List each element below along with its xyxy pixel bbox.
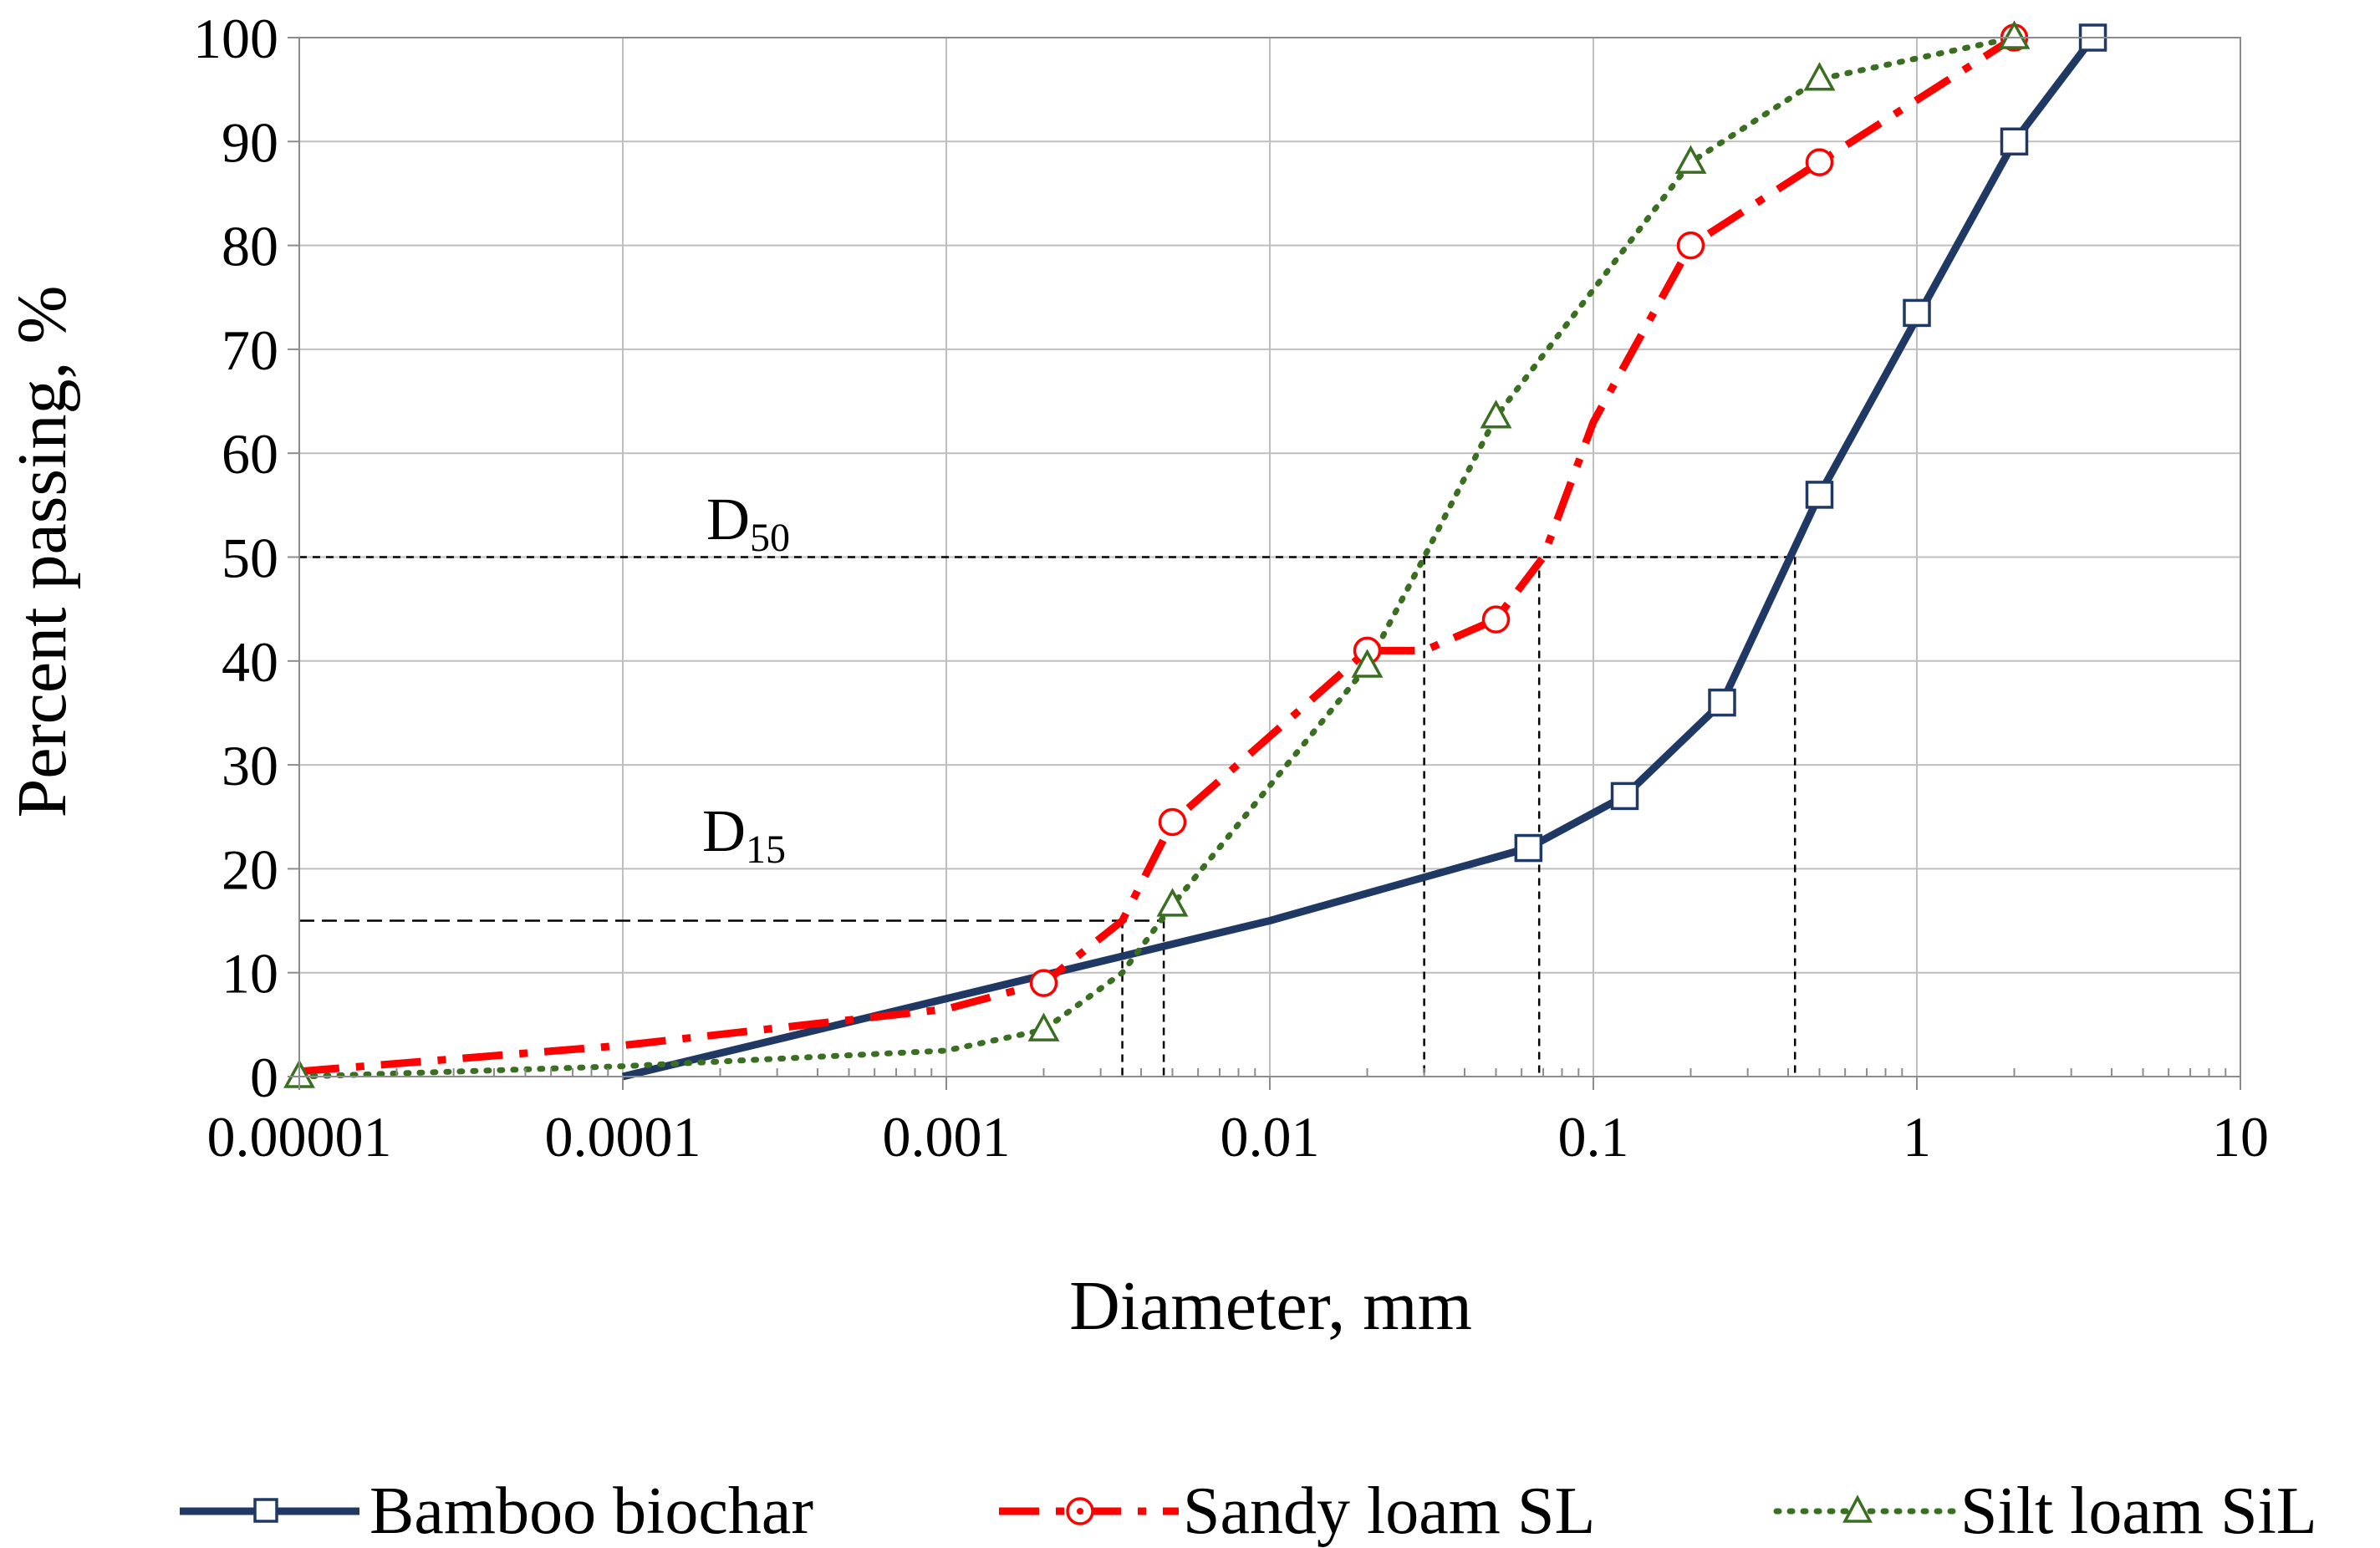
y-tick-label: 80 <box>222 215 278 278</box>
series-line-sandy-loam-sl <box>298 34 2016 1076</box>
x-tick-label: 1 <box>1903 1105 1931 1169</box>
y-tick-label: 0 <box>250 1046 278 1109</box>
y-tick-label: 90 <box>222 110 278 174</box>
legend-label-sandy-loam: Sandy loam SL <box>1183 1474 1595 1548</box>
data-point-sandy-loam-sl <box>1481 605 1511 634</box>
axes: 0 10 20 30 40 50 60 70 80 90 100 0.00001 0.0001 0.001… <box>193 7 2269 1169</box>
data-point-bamboo-biochar <box>1903 298 1931 328</box>
data-point-sandy-loam-sl <box>1805 148 1834 176</box>
legend-marker-triangle <box>1842 1495 1873 1523</box>
y-tick-label: 70 <box>222 318 278 382</box>
x-tick-label: 10 <box>2212 1105 2269 1169</box>
data-point-bamboo-biochar <box>1610 782 1639 811</box>
data-point-silt-loam-sil <box>1156 888 1189 917</box>
legend-item-sandy-loam: Sandy loam SL <box>999 1474 1595 1548</box>
data-point-bamboo-biochar <box>1514 833 1543 863</box>
d15-label: D15 <box>702 797 786 872</box>
legend-label-bamboo-biochar: Bamboo biochar <box>369 1474 813 1548</box>
data-point-silt-loam-sil <box>1674 145 1707 174</box>
legend: Bamboo biochar Sandy loam SL Silt loam S… <box>180 1474 2317 1548</box>
y-tick-label: 10 <box>222 942 278 1006</box>
data-point-bamboo-biochar <box>2000 127 2029 156</box>
legend-item-bamboo-biochar: Bamboo biochar <box>180 1474 813 1548</box>
legend-item-silt-loam: Silt loam SiL <box>1773 1474 2317 1548</box>
x-tick-label: 0.01 <box>1221 1105 1320 1169</box>
y-tick-label: 100 <box>193 7 278 70</box>
data-point-sandy-loam-sl <box>1158 807 1187 837</box>
series-line-bamboo-biochar <box>621 35 2097 1081</box>
x-tick-label: 0.001 <box>883 1105 1011 1169</box>
data-point-silt-loam-sil <box>1480 400 1512 429</box>
y-axis-title: Percent passing, % <box>3 286 81 818</box>
y-tick-label: 20 <box>222 838 278 901</box>
data-point-silt-loam-sil <box>1027 1012 1060 1041</box>
data-point-bamboo-biochar <box>1805 481 1834 509</box>
data-point-silt-loam-sil <box>1998 20 2031 49</box>
series-line-silt-loam-sil <box>296 34 2017 1080</box>
x-axis-title: Diameter, mm <box>1069 1267 1472 1345</box>
data-point-sandy-loam-sl <box>1676 231 1705 260</box>
data-point-silt-loam-sil <box>1803 62 1836 91</box>
data-point-bamboo-biochar <box>1708 688 1736 717</box>
data-point-sandy-loam-sl <box>1029 969 1058 997</box>
y-tick-label: 60 <box>222 422 278 486</box>
y-tick-label: 50 <box>222 527 278 590</box>
y-tick-label: 40 <box>222 630 278 694</box>
d50-label: D50 <box>706 486 790 560</box>
x-tick-label: 0.1 <box>1558 1105 1629 1169</box>
data-point-silt-loam-sil <box>1351 649 1384 678</box>
series-markers <box>283 20 2107 1088</box>
d-value-guides <box>299 556 1796 1077</box>
x-tick-label: 0.0001 <box>545 1105 701 1169</box>
x-tick-label: 0.00001 <box>207 1105 392 1169</box>
legend-label-silt-loam: Silt loam SiL <box>1960 1474 2317 1548</box>
legend-marker-square <box>253 1498 278 1523</box>
y-tick-label: 30 <box>222 734 278 797</box>
series-lines <box>296 34 2097 1081</box>
